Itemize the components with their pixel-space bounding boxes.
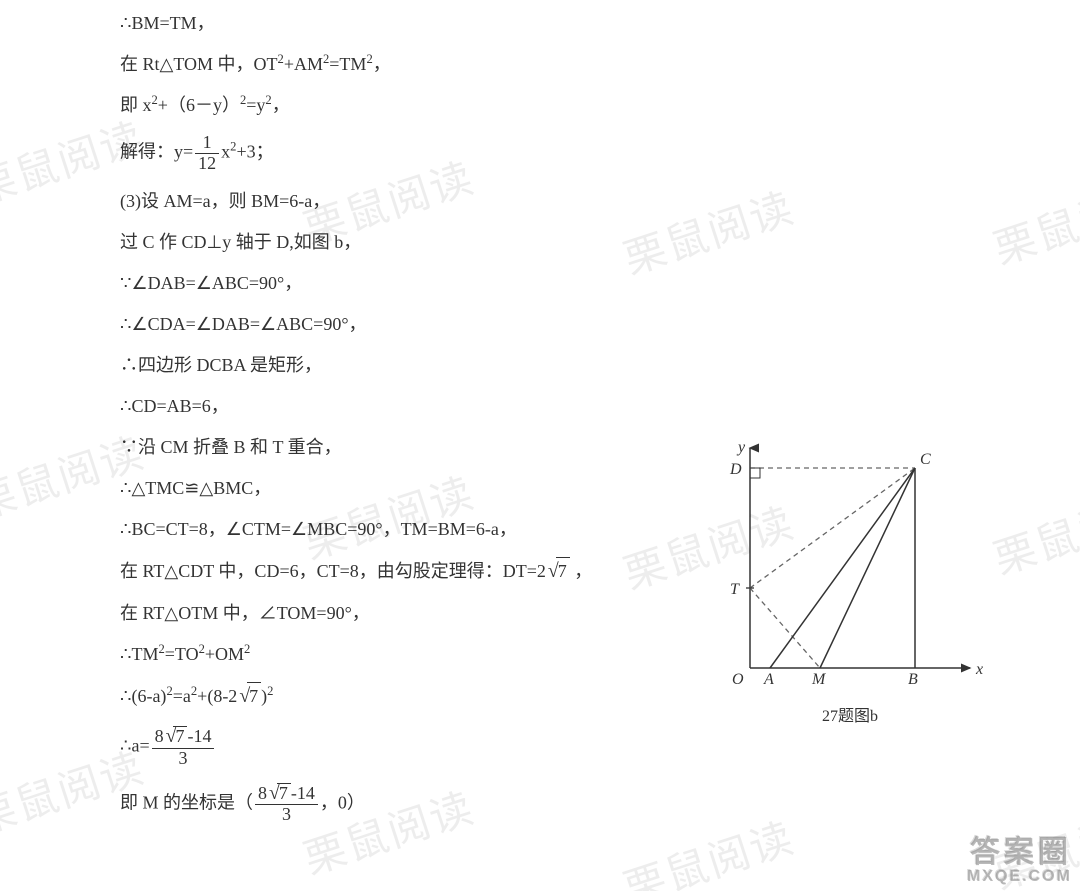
line-5: (3)设 AM=a，则 BM=6-a， [120, 188, 820, 215]
line-10: ∴CD=AB=6， [120, 393, 820, 420]
line-6: 过 C 作 CD⊥y 轴于 D,如图 b， [120, 229, 820, 256]
brand-big: 答案圈 [967, 836, 1072, 869]
fraction-a-value: 8√7-143 [152, 726, 215, 769]
line-2: 在 Rt△TOM 中，OT2+AM2=TM2， [120, 51, 820, 78]
line-18: ∴a=8√7-143 [120, 726, 820, 769]
fraction-m-coord: 8√7-143 [255, 783, 318, 826]
geometry-diagram: y x O A M B C D T 27题图b [680, 438, 1020, 726]
label-y: y [736, 439, 746, 456]
label-O: O [732, 671, 744, 688]
line-1: ∴BM=TM， [120, 10, 820, 37]
line-19: 即 M 的坐标是（8√7-143，0） [120, 783, 820, 826]
diagram-caption: 27题图b [680, 702, 1020, 726]
watermark-text: 栗鼠阅读 [985, 789, 1080, 891]
sqrt-7-b: √7 [237, 682, 261, 712]
brand-small: MXQE.COM [967, 869, 1072, 885]
label-B: B [908, 671, 918, 688]
label-M: M [811, 671, 827, 688]
label-C: C [920, 451, 931, 468]
fraction-1-over-12: 112 [195, 133, 219, 174]
line-9: ∴四边形 DCBA 是矩形， [120, 352, 820, 379]
line-4: 解得：y=112x2+3； [120, 133, 820, 174]
line-7: ∵∠DAB=∠ABC=90°， [120, 270, 820, 297]
label-A: A [763, 671, 774, 688]
label-x: x [975, 661, 983, 678]
line-3: 即 x2+（6－y）2=y2， [120, 92, 820, 119]
label-D: D [729, 461, 742, 478]
watermark-text: 栗鼠阅读 [985, 164, 1080, 276]
line-8: ∴∠CDA=∠DAB=∠ABC=90°， [120, 311, 820, 338]
label-T: T [730, 581, 740, 598]
sqrt-7-a: √7 [546, 557, 570, 587]
diagram-svg: y x O A M B C D T [680, 438, 990, 698]
corner-brand: 答案圈 MXQE.COM [967, 836, 1072, 885]
